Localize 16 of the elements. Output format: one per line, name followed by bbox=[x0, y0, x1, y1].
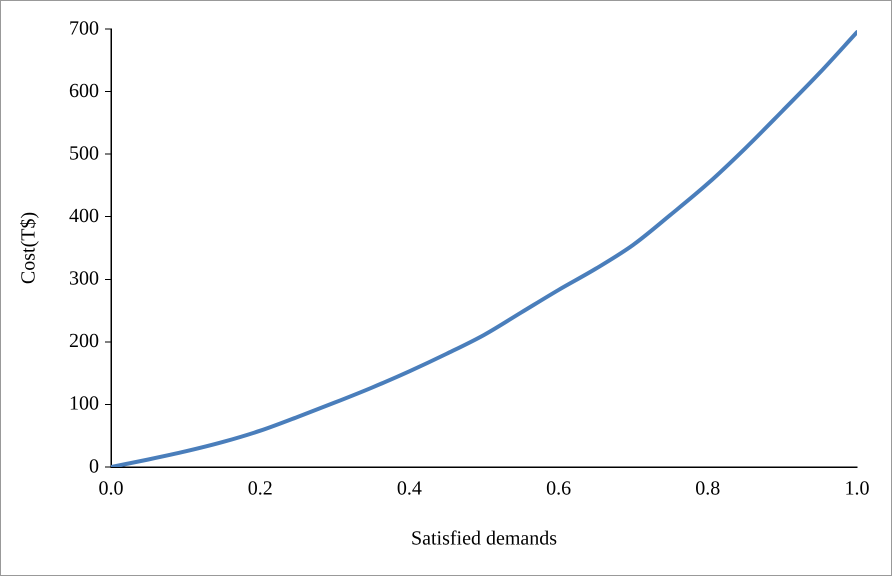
x-tick-label: 1.0 bbox=[844, 477, 870, 500]
y-tick-label: 600 bbox=[69, 80, 99, 102]
x-tick-label: 0.6 bbox=[546, 477, 572, 500]
y-tick-label: 100 bbox=[69, 392, 99, 415]
x-tick-label: 0.2 bbox=[248, 477, 273, 500]
y-tick-label: 0 bbox=[89, 455, 99, 478]
x-tick-label: 0.8 bbox=[695, 477, 720, 500]
y-tick-label: 400 bbox=[69, 204, 99, 227]
y-tick-label: 500 bbox=[69, 142, 99, 164]
y-tick-label: 700 bbox=[69, 17, 99, 40]
x-axis-title: Satisfied demands bbox=[410, 527, 558, 550]
y-tick-label: 300 bbox=[69, 268, 99, 290]
y-tick-label: 200 bbox=[69, 330, 99, 352]
y-axis-title: Cost(T$) bbox=[17, 212, 40, 284]
x-tick-label: 0.4 bbox=[396, 477, 422, 500]
x-tick-label: 0.0 bbox=[98, 477, 124, 500]
